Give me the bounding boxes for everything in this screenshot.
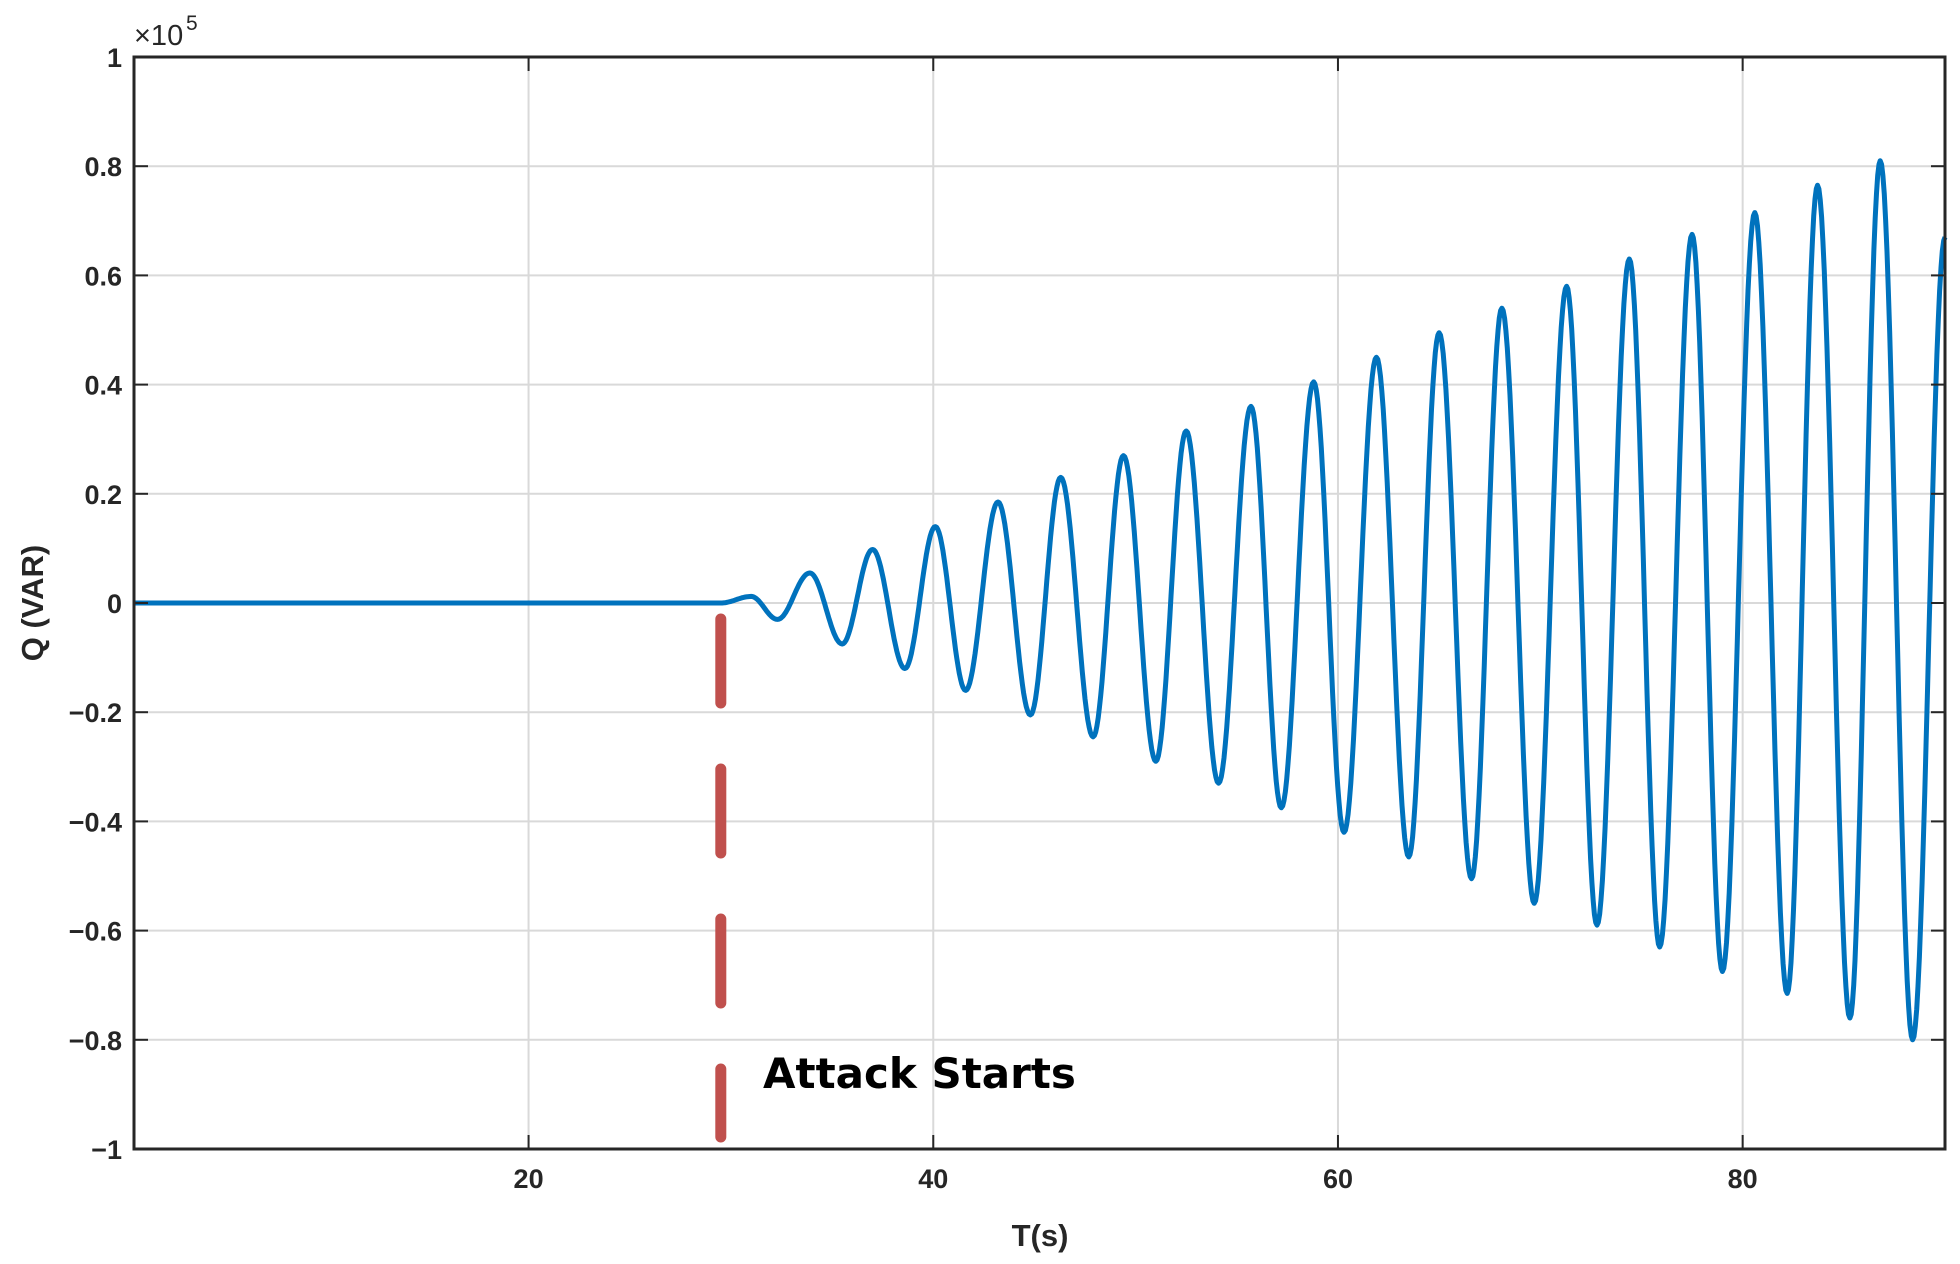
x-tick-label: 80 xyxy=(1728,1164,1758,1194)
y-tick-label: −0.2 xyxy=(69,698,122,728)
y-tick-label: 0.2 xyxy=(84,480,122,510)
x-tick-label: 20 xyxy=(514,1164,544,1194)
y-tick-label: −0.8 xyxy=(69,1026,122,1056)
y-tick-label: 0.6 xyxy=(84,261,122,291)
x-tick-label: 40 xyxy=(918,1164,948,1194)
y-tick-label: −0.6 xyxy=(69,917,122,947)
y-tick-label: −1 xyxy=(91,1135,122,1165)
labels: 20 40 60 80 −1 −0.8 −0.6 −0.4 −0.2 0 0.2 0.4 0.6 0.8 1 xyxy=(69,43,1758,1194)
y-exponent-power: 5 xyxy=(186,12,198,35)
y-tick-label: 0.4 xyxy=(84,371,122,401)
y-tick-label: 0 xyxy=(107,589,122,619)
ticks xyxy=(134,56,1945,1150)
y-exponent-base: ×10 xyxy=(134,20,183,52)
x-axis-title: T(s) xyxy=(1012,1218,1069,1253)
y-tick-label: 1 xyxy=(107,43,122,73)
annotation-attack-starts: Attack Starts xyxy=(763,1049,1076,1098)
y-tick-label: −0.4 xyxy=(69,807,122,837)
series-line xyxy=(134,158,1948,1043)
x-tick-label: 60 xyxy=(1323,1164,1353,1194)
series-layer xyxy=(134,158,1948,1043)
y-tick-label: 0.8 xyxy=(84,152,122,182)
y-axis-title: Q (VAR) xyxy=(15,545,50,662)
